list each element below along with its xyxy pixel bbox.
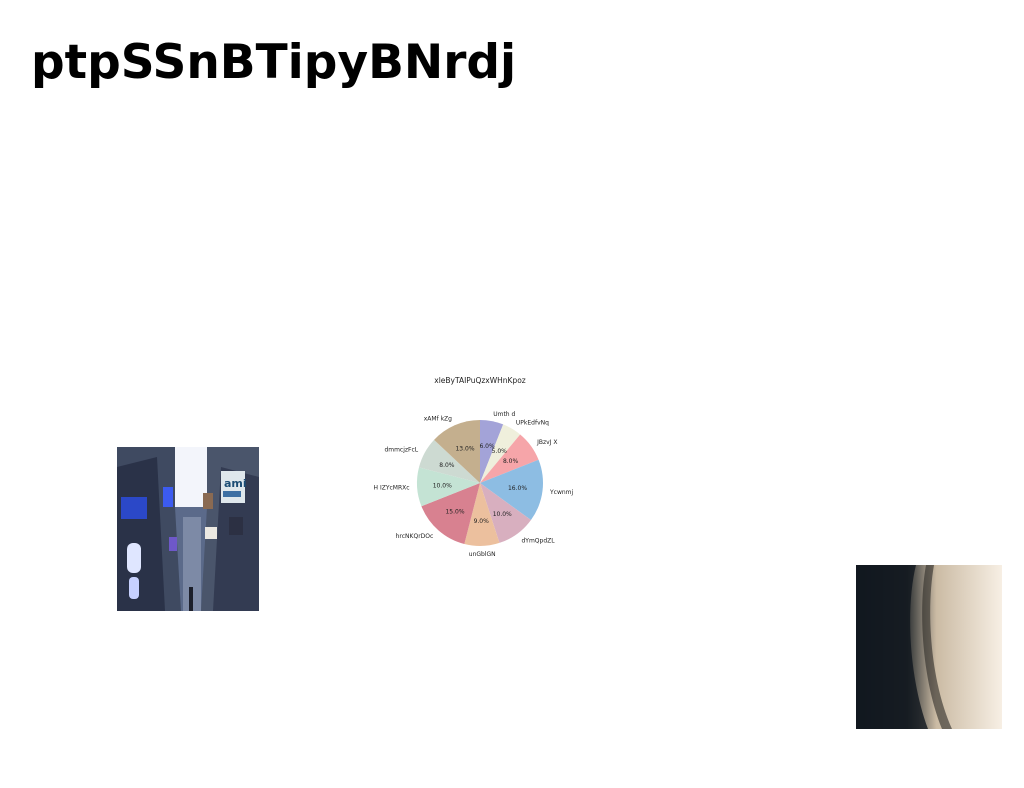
pie-category-label: UPkEdfvNq bbox=[516, 420, 549, 427]
pie-slice-ungblgn bbox=[464, 483, 500, 547]
pie-slice-percent-label: 8.0% bbox=[439, 462, 455, 469]
pie-category-label: dYmQpdZL bbox=[521, 537, 555, 544]
pie-slice-dymqpdzl bbox=[480, 483, 531, 543]
pie-category-label: unGblGN bbox=[469, 551, 496, 558]
pie-slice-percent-label: 6.0% bbox=[479, 443, 495, 450]
pie-labels: 6.0% Umth d 5.0% UPkEdfvNq 8.0% JBzvJ X 16.0% Y… bbox=[374, 411, 574, 558]
page-title: ptpSSnBTipyBNrdj bbox=[31, 35, 517, 90]
pie-slice-ycwnmj bbox=[480, 459, 544, 521]
pie-slice-h-izycmrxc bbox=[416, 467, 480, 507]
pie-category-label: H IZYcMRXc bbox=[374, 485, 410, 492]
pie-category-label: xAMf kZg bbox=[424, 416, 452, 423]
pie-slice-percent-label: 15.0% bbox=[445, 509, 464, 516]
pie-slice-percent-label: 10.0% bbox=[433, 483, 452, 490]
pie-slice-dmmcjzfcl bbox=[418, 439, 480, 483]
alley-photo-badge-text: ami bbox=[224, 477, 247, 490]
pie-slice-upkedfvnq bbox=[480, 424, 521, 483]
pie-slice-percent-label: 5.0% bbox=[492, 448, 508, 455]
pie-slice-percent-label: 9.0% bbox=[474, 518, 490, 525]
pie-slice-percent-label: 8.0% bbox=[503, 458, 519, 465]
pie-slices bbox=[416, 420, 544, 547]
window-light-image bbox=[856, 565, 1002, 729]
pie-slice-xamf-kzg bbox=[434, 420, 480, 483]
pie-slice-hrcnkqrdoc bbox=[421, 483, 480, 545]
pie-category-label: dmmcjzFcL bbox=[384, 446, 418, 453]
pie-slice-percent-label: 16.0% bbox=[508, 485, 527, 492]
pie-category-label: JBzvJ X bbox=[536, 439, 557, 446]
pie-slice-jbzvj-x bbox=[480, 434, 539, 483]
pie-slice-umth-d bbox=[480, 420, 504, 483]
pie-category-label: Umth d bbox=[493, 411, 515, 418]
pie-chart: xleByTAIPuQzxWHnKpoz 6.0% Umth d 5.0% UPkEd… bbox=[374, 376, 574, 558]
chart-title: xleByTAIPuQzxWHnKpoz bbox=[434, 376, 526, 385]
window-light-photo bbox=[856, 565, 1002, 729]
pie-category-label: Ycwnmj bbox=[549, 489, 574, 496]
alley-street-image: ami bbox=[117, 447, 259, 611]
alley-street-photo: ami bbox=[117, 447, 259, 611]
pie-slice-percent-label: 13.0% bbox=[455, 446, 474, 453]
pie-slice-percent-label: 10.0% bbox=[493, 511, 512, 518]
pie-category-label: hrcNKQrDOc bbox=[396, 533, 434, 540]
